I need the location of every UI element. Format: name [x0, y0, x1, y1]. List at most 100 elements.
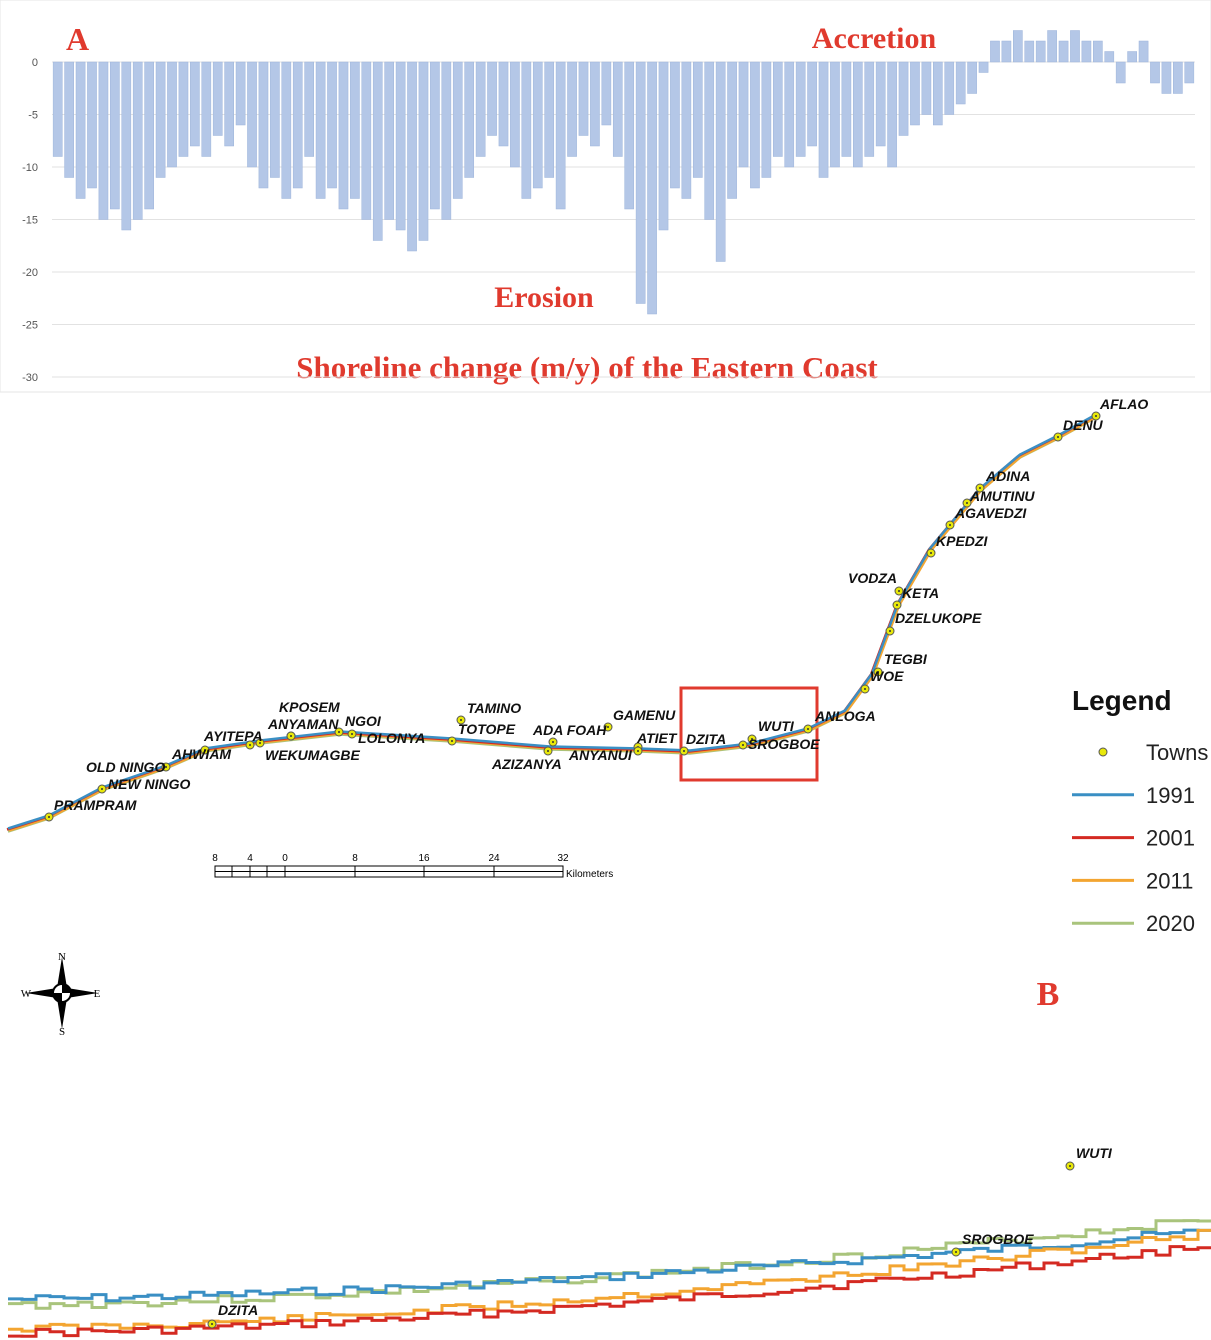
- bar: [635, 61, 646, 304]
- bar: [704, 61, 715, 220]
- town-marker-dot: [877, 671, 879, 673]
- y-tick-label: -20: [22, 267, 38, 279]
- bar: [372, 61, 383, 241]
- compass-letter: N: [58, 951, 66, 963]
- bar: [1138, 40, 1149, 63]
- bar: [887, 61, 897, 168]
- y-tick-label: -10: [22, 162, 38, 174]
- compass-rose: [26, 957, 98, 1029]
- bar: [1184, 61, 1195, 84]
- legend-title: Legend: [1072, 685, 1172, 716]
- bar: [875, 61, 886, 147]
- bar: [761, 61, 772, 178]
- bar: [555, 61, 566, 210]
- bar: [1058, 40, 1069, 63]
- bar: [852, 61, 863, 168]
- inset-shoreline: [8, 1245, 1211, 1338]
- scale-bar-label: 0: [282, 853, 288, 864]
- inset-map: WUTI SROGBOE DZITA: [8, 1145, 1211, 1338]
- compass-letter: S: [59, 1026, 65, 1038]
- town-label: WEKUMAGBE: [265, 747, 361, 763]
- town-label: VODZA: [848, 570, 897, 586]
- town-label: NEW NINGO: [108, 776, 191, 792]
- town-marker-dot: [979, 487, 981, 489]
- bar: [750, 61, 760, 189]
- bar: [910, 61, 920, 126]
- chart-title: Shoreline change (m/y) of the Eastern Co…: [296, 350, 878, 385]
- bar: [830, 61, 840, 168]
- bar: [841, 61, 852, 157]
- bar: [1161, 61, 1172, 94]
- bar: [384, 61, 395, 220]
- legend-label: 2001: [1146, 826, 1195, 851]
- town-marker-dot: [637, 750, 639, 752]
- town-marker-dot: [165, 766, 167, 768]
- town-label: KETA: [902, 585, 939, 601]
- bar: [75, 61, 86, 199]
- town-label: ADA FOAH: [532, 722, 607, 738]
- bar: [98, 61, 109, 220]
- bar: [795, 61, 806, 157]
- bar: [441, 61, 452, 220]
- bar: [430, 61, 440, 210]
- bar: [1104, 51, 1115, 63]
- town-marker-dot: [1095, 415, 1097, 417]
- bar: [933, 61, 943, 126]
- bar: [784, 61, 795, 168]
- town-marker-dot: [896, 604, 898, 606]
- town-label: ANYAMAN: [267, 716, 339, 732]
- bar: [121, 61, 132, 231]
- bar: [567, 61, 577, 157]
- bar: [864, 61, 875, 157]
- bar: [87, 61, 97, 189]
- bar: [692, 61, 703, 178]
- inset-box: [679, 686, 819, 782]
- town-label: AGAVEDZI: [954, 505, 1027, 521]
- town-label: ADINA: [985, 468, 1030, 484]
- bar: [327, 61, 337, 189]
- bar: [681, 61, 692, 199]
- bar: [738, 61, 749, 168]
- bar: [258, 61, 269, 189]
- y-tick-label: -30: [22, 372, 38, 384]
- town-marker-dot: [889, 630, 891, 632]
- scale-bar-label: 16: [418, 853, 430, 864]
- bar: [1001, 40, 1012, 63]
- town-marker-dot: [451, 740, 453, 742]
- bar: [1081, 40, 1092, 63]
- panel-label: B: [1037, 976, 1060, 1013]
- scale-bar-label: 4: [247, 853, 253, 864]
- inset-shoreline: [8, 1228, 1211, 1303]
- town-label: TOTOPE: [458, 721, 516, 737]
- compass-letter: E: [94, 988, 101, 1000]
- bar: [521, 61, 532, 199]
- bar: [487, 61, 497, 136]
- town-marker-dot: [955, 1251, 957, 1253]
- bar: [967, 61, 977, 94]
- bar: [452, 61, 463, 199]
- scale-bar-label: 8: [352, 853, 358, 864]
- bar: [235, 61, 246, 126]
- bar: [350, 61, 360, 199]
- town-marker-dot: [259, 742, 261, 744]
- bar: [921, 61, 932, 115]
- bar: [601, 61, 612, 126]
- bar: [464, 61, 475, 178]
- town-marker-dot: [211, 1323, 213, 1325]
- bar: [144, 61, 154, 210]
- bar: [590, 61, 600, 147]
- y-tick-label: -5: [28, 110, 38, 122]
- town-label: ANYANUI: [568, 747, 633, 763]
- town-label: NGOI: [345, 713, 382, 729]
- bar: [715, 61, 726, 262]
- town-marker-dot: [290, 735, 292, 737]
- town-label: KPEDZI: [936, 533, 988, 549]
- bar: [1127, 51, 1137, 63]
- bar: [64, 61, 74, 178]
- town-marker-dot: [1057, 436, 1059, 438]
- bar: [212, 61, 223, 136]
- inset-town-label: SROGBOE: [962, 1231, 1034, 1247]
- town-marker-dot: [547, 750, 549, 752]
- town-marker-dot: [249, 744, 251, 746]
